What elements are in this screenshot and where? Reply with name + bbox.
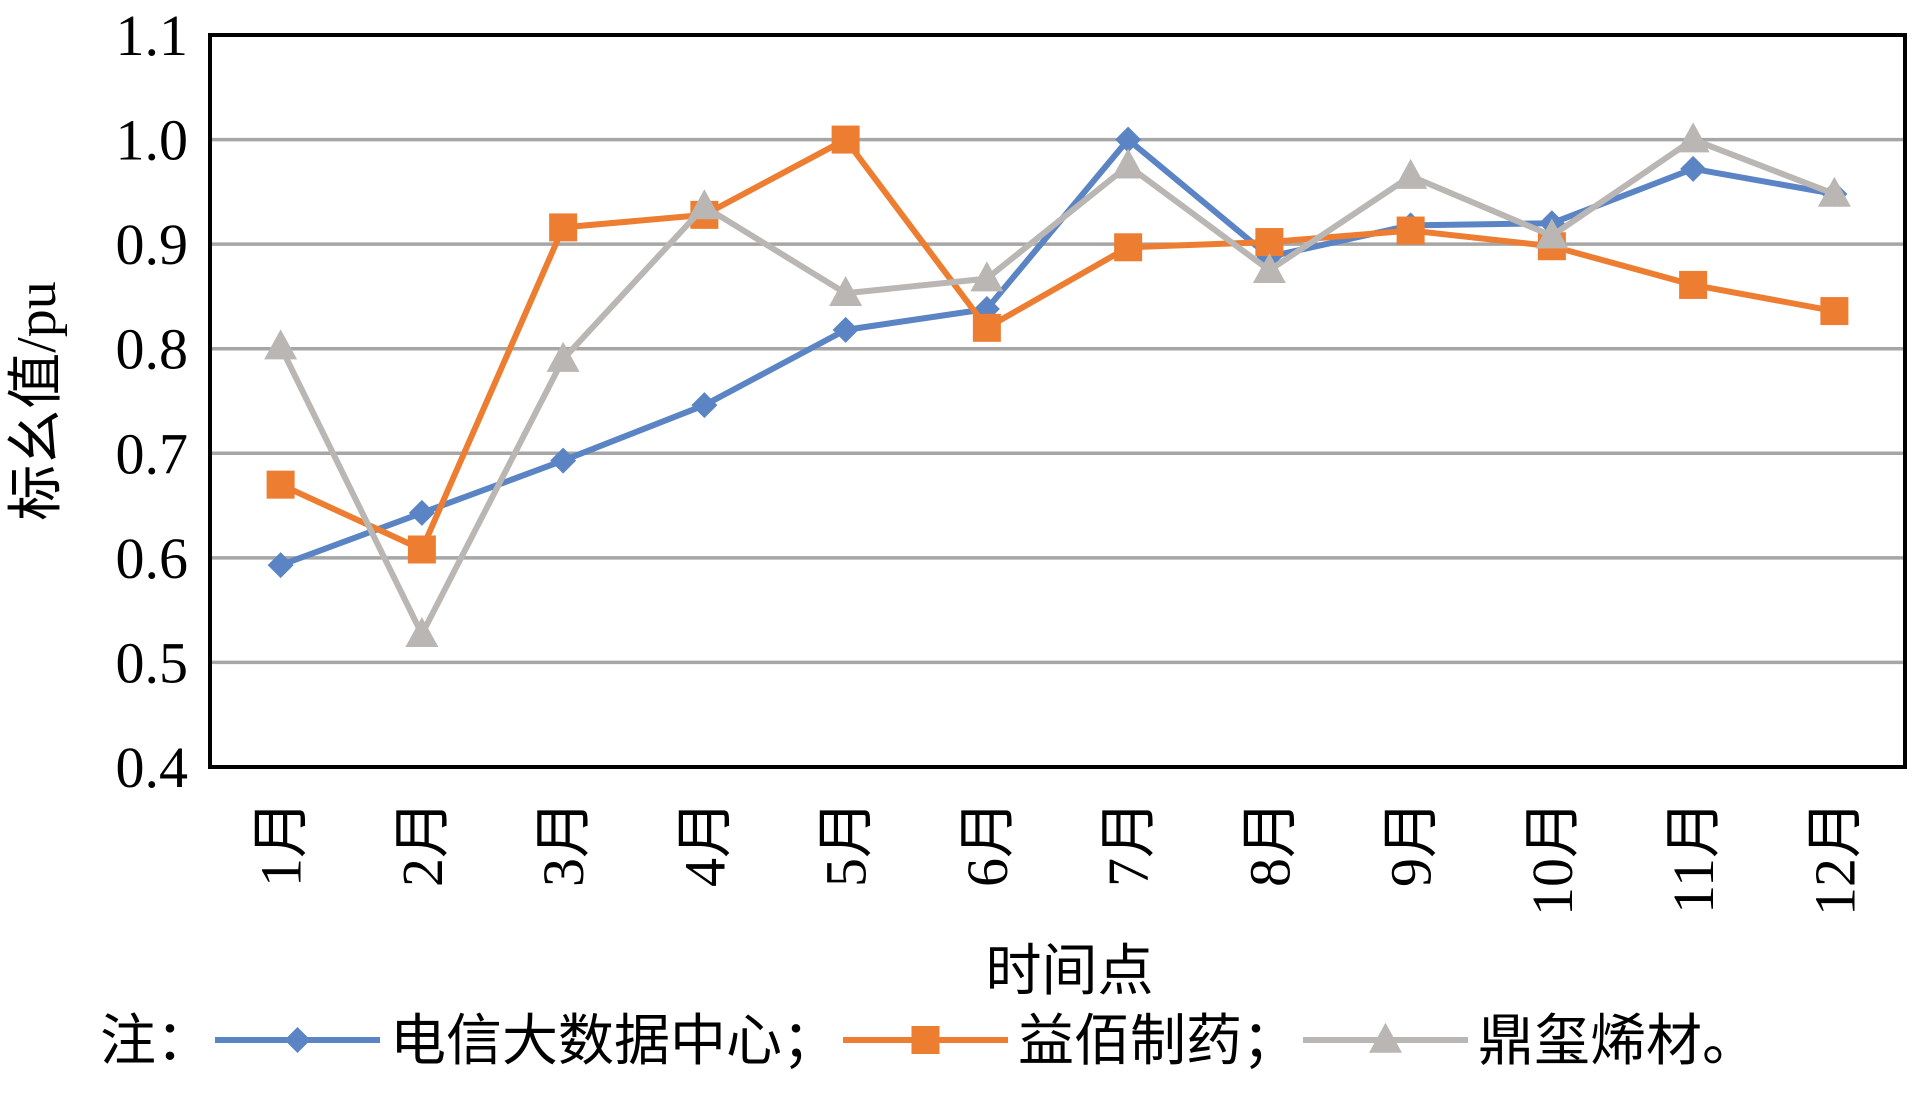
plot-area-frame xyxy=(208,33,1907,769)
data-point-marker xyxy=(831,125,860,154)
data-point-marker xyxy=(972,313,1001,342)
y-tick-label: 0.7 xyxy=(116,421,189,486)
legend-note-prefix: 注： xyxy=(100,1011,212,1073)
data-point-marker xyxy=(1676,122,1710,153)
data-point-marker xyxy=(1535,218,1569,249)
data-point-marker xyxy=(1396,216,1425,245)
series-line xyxy=(277,136,1836,638)
data-point-marker xyxy=(1680,155,1707,182)
x-tick-label: 6月 xyxy=(955,800,1020,887)
data-point-marker xyxy=(1111,148,1145,179)
x-axis-title: 时间点 xyxy=(986,941,1154,1003)
x-tick-label: 4月 xyxy=(672,800,737,887)
series-3 xyxy=(264,122,1851,647)
data-point-marker xyxy=(549,213,578,242)
data-point-marker xyxy=(911,1026,940,1054)
x-tick-label: 5月 xyxy=(814,800,879,887)
data-point-marker xyxy=(267,552,294,579)
y-tick-label: 0.4 xyxy=(116,735,189,800)
data-point-marker xyxy=(832,316,859,343)
series-group xyxy=(264,122,1851,647)
data-point-marker xyxy=(1817,176,1851,207)
data-point-marker xyxy=(1255,228,1284,257)
data-point-marker xyxy=(408,499,435,526)
legend-label: 鼎玺烯材。 xyxy=(1478,1011,1758,1073)
x-tick-label: 9月 xyxy=(1379,800,1444,887)
x-tick-label: 10月 xyxy=(1520,800,1585,916)
y-tick-label: 1.0 xyxy=(116,108,189,173)
data-point-marker xyxy=(1679,270,1708,299)
y-tick-label: 1.1 xyxy=(116,3,189,68)
y-axis-ticks: 0.4 0.5 0.6 0.7 0.8 0.9 1.0 1.1 xyxy=(116,3,189,800)
x-tick-label: 7月 xyxy=(1096,800,1161,887)
series-line xyxy=(279,136,1835,553)
x-tick-label: 3月 xyxy=(531,800,596,887)
data-point-marker xyxy=(1114,233,1143,262)
x-tick-label: 12月 xyxy=(1802,800,1867,916)
data-point-marker xyxy=(1820,297,1849,326)
data-point-marker xyxy=(687,189,721,220)
data-point-marker xyxy=(1252,253,1286,284)
y-tick-label: 0.6 xyxy=(116,526,189,591)
data-point-marker xyxy=(407,535,436,564)
data-point-marker xyxy=(1394,158,1428,189)
data-point-marker xyxy=(284,1027,311,1053)
data-point-marker xyxy=(266,470,295,499)
data-point-marker xyxy=(970,261,1004,292)
legend-item-3: 鼎玺烯材。 xyxy=(1303,1011,1758,1073)
legend-item-2: 益佰制药； xyxy=(843,1011,1298,1073)
y-tick-label: 0.9 xyxy=(116,212,189,277)
x-tick-label: 11月 xyxy=(1661,800,1726,914)
x-axis-ticks: 1月 2月 3月 4月 5月 6月 7月 8月 9月 10月 11月 12月 xyxy=(249,800,1868,916)
data-point-marker xyxy=(829,276,863,307)
legend-item-1: 电信大数据中心； xyxy=(215,1011,838,1073)
data-point-marker xyxy=(1115,126,1142,153)
data-point-marker xyxy=(691,392,718,419)
y-tick-label: 0.8 xyxy=(116,317,189,382)
series-2 xyxy=(266,125,1849,564)
y-axis-title: 标幺值/pu xyxy=(6,281,68,521)
x-tick-label: 2月 xyxy=(390,800,455,887)
data-point-marker xyxy=(1369,1022,1402,1053)
x-tick-label: 8月 xyxy=(1237,800,1302,887)
x-tick-label: 1月 xyxy=(249,800,314,887)
legend: 注： 电信大数据中心； 益佰制药； 鼎玺烯材。 xyxy=(100,1011,1758,1073)
data-point-marker xyxy=(264,329,298,360)
legend-label: 电信大数据中心； xyxy=(390,1011,838,1073)
gridlines xyxy=(210,137,1905,665)
y-tick-label: 0.5 xyxy=(116,630,189,695)
data-point-marker xyxy=(546,341,580,372)
data-point-marker xyxy=(550,447,577,474)
data-point-marker xyxy=(405,616,439,647)
legend-label: 益佰制药； xyxy=(1018,1011,1298,1073)
